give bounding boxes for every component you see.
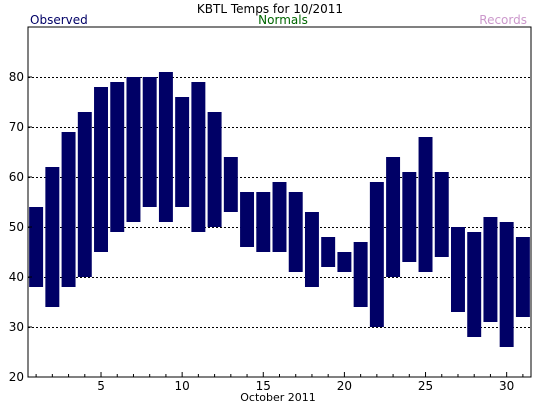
y-tick-label: 80	[9, 70, 24, 84]
bar-day-31	[515, 237, 530, 317]
x-tick-label: 15	[256, 379, 271, 393]
y-tick-label: 20	[9, 370, 24, 384]
y-tick-label: 30	[9, 320, 24, 334]
bar-day-29	[483, 217, 498, 322]
bar-day-5	[94, 87, 108, 252]
bar-day-23	[386, 157, 401, 277]
bar-day-13	[223, 157, 238, 212]
x-axis-label: October 2011	[240, 391, 316, 404]
legend-records: Records	[479, 13, 527, 27]
bar-day-8	[142, 77, 157, 207]
bar-day-27	[451, 227, 465, 312]
y-tick-label: 40	[9, 270, 24, 284]
bar-day-16	[272, 182, 287, 252]
bar-day-20	[337, 252, 352, 272]
bar-day-14	[240, 192, 255, 247]
bar-day-12	[207, 112, 222, 227]
y-tick-label: 70	[9, 120, 24, 134]
bar-day-2	[45, 167, 60, 307]
bar-day-24	[402, 172, 417, 262]
bar-day-21	[353, 242, 368, 307]
bar-day-19	[321, 237, 336, 267]
bar-day-7	[126, 77, 141, 222]
bar-day-18	[304, 212, 319, 287]
y-tick-label: 50	[9, 220, 24, 234]
bar-day-26	[434, 172, 449, 257]
legend-normals: Normals	[258, 13, 308, 27]
bar-day-4	[77, 112, 92, 277]
bar-day-30	[499, 222, 514, 347]
bar-day-1	[29, 207, 44, 287]
bars	[29, 72, 530, 347]
chart-title: KBTL Temps for 10/2011	[197, 2, 343, 16]
bar-day-11	[191, 82, 206, 232]
x-tick-label: 25	[418, 379, 433, 393]
x-axis: 5 10 15 20 25 30	[35, 372, 524, 393]
bar-day-15	[256, 192, 271, 252]
y-tick-label: 60	[9, 170, 24, 184]
x-tick-label: 10	[175, 379, 190, 393]
bar-day-17	[288, 192, 303, 272]
bar-day-10	[175, 97, 190, 207]
bar-day-28	[467, 232, 482, 337]
bar-day-25	[418, 137, 433, 272]
x-tick-label: 30	[499, 379, 514, 393]
bar-day-6	[110, 82, 125, 232]
legend-observed: Observed	[30, 13, 88, 27]
x-tick-label: 5	[97, 379, 105, 393]
x-tick-label: 20	[337, 379, 352, 393]
bar-day-3	[61, 132, 76, 287]
bar-day-9	[158, 72, 173, 222]
y-axis: 20 30 40 50 60 70 80	[9, 70, 32, 384]
bar-day-22	[369, 182, 384, 327]
